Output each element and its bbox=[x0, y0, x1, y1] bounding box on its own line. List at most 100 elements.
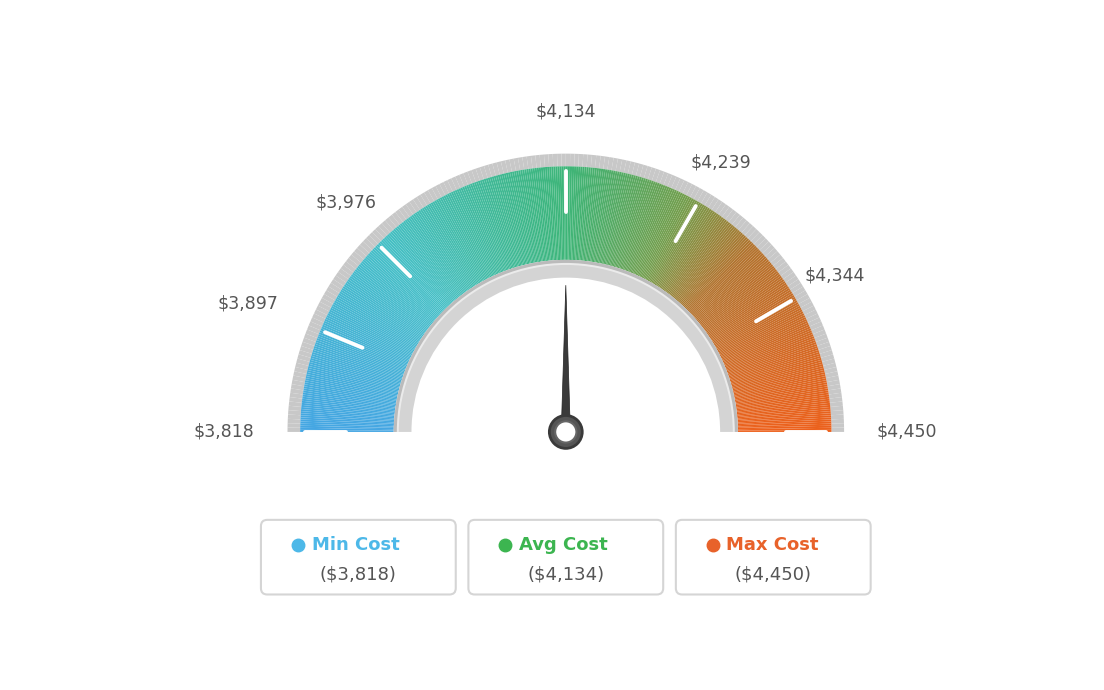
Wedge shape bbox=[637, 190, 677, 276]
Wedge shape bbox=[331, 306, 414, 351]
Wedge shape bbox=[360, 241, 372, 253]
Wedge shape bbox=[742, 223, 753, 235]
Wedge shape bbox=[691, 250, 761, 315]
Wedge shape bbox=[288, 419, 300, 424]
Wedge shape bbox=[513, 158, 520, 171]
Wedge shape bbox=[496, 175, 522, 266]
Wedge shape bbox=[655, 204, 704, 285]
Wedge shape bbox=[652, 202, 701, 284]
Wedge shape bbox=[824, 363, 837, 370]
Wedge shape bbox=[400, 224, 459, 297]
Wedge shape bbox=[343, 284, 423, 337]
Wedge shape bbox=[828, 388, 841, 395]
Text: $3,818: $3,818 bbox=[194, 423, 255, 441]
Wedge shape bbox=[694, 256, 766, 319]
Wedge shape bbox=[432, 186, 442, 199]
Wedge shape bbox=[388, 234, 452, 305]
Wedge shape bbox=[304, 391, 396, 406]
Wedge shape bbox=[349, 255, 361, 266]
Wedge shape bbox=[592, 169, 607, 262]
Wedge shape bbox=[726, 338, 815, 373]
Wedge shape bbox=[747, 229, 760, 242]
Wedge shape bbox=[287, 423, 300, 428]
Wedge shape bbox=[788, 279, 800, 290]
Wedge shape bbox=[644, 195, 688, 279]
Wedge shape bbox=[778, 265, 790, 276]
Wedge shape bbox=[317, 338, 405, 373]
Text: $4,134: $4,134 bbox=[535, 103, 596, 121]
Wedge shape bbox=[302, 395, 395, 409]
Wedge shape bbox=[498, 175, 523, 266]
Wedge shape bbox=[641, 193, 684, 278]
Wedge shape bbox=[493, 176, 520, 266]
Wedge shape bbox=[634, 188, 673, 275]
Wedge shape bbox=[420, 209, 473, 288]
Wedge shape bbox=[480, 180, 511, 269]
Wedge shape bbox=[338, 293, 420, 343]
FancyBboxPatch shape bbox=[468, 520, 664, 595]
Wedge shape bbox=[301, 407, 394, 417]
Wedge shape bbox=[724, 328, 811, 366]
Wedge shape bbox=[444, 180, 453, 193]
Wedge shape bbox=[385, 217, 396, 230]
Wedge shape bbox=[464, 186, 501, 273]
Wedge shape bbox=[360, 263, 433, 324]
Wedge shape bbox=[616, 178, 646, 268]
Wedge shape bbox=[304, 386, 396, 404]
Wedge shape bbox=[453, 190, 493, 276]
Wedge shape bbox=[689, 247, 758, 313]
Wedge shape bbox=[825, 371, 838, 378]
Wedge shape bbox=[710, 288, 790, 339]
Wedge shape bbox=[295, 363, 308, 370]
Wedge shape bbox=[413, 197, 424, 210]
Wedge shape bbox=[382, 238, 448, 308]
Wedge shape bbox=[309, 322, 322, 331]
Wedge shape bbox=[370, 252, 439, 316]
Wedge shape bbox=[425, 206, 476, 286]
Text: $4,450: $4,450 bbox=[877, 423, 937, 441]
Wedge shape bbox=[665, 215, 720, 292]
Wedge shape bbox=[516, 170, 535, 263]
Wedge shape bbox=[643, 195, 687, 279]
Wedge shape bbox=[732, 366, 824, 391]
Wedge shape bbox=[558, 166, 562, 260]
Wedge shape bbox=[627, 184, 661, 271]
Wedge shape bbox=[300, 420, 394, 425]
Wedge shape bbox=[314, 346, 403, 377]
Wedge shape bbox=[739, 220, 750, 233]
Wedge shape bbox=[708, 281, 786, 335]
Wedge shape bbox=[615, 177, 644, 268]
Wedge shape bbox=[720, 315, 805, 357]
Wedge shape bbox=[316, 306, 329, 315]
Wedge shape bbox=[428, 188, 438, 201]
Wedge shape bbox=[737, 420, 831, 425]
Wedge shape bbox=[476, 181, 509, 270]
Wedge shape bbox=[737, 426, 831, 429]
Wedge shape bbox=[302, 337, 316, 346]
Wedge shape bbox=[829, 393, 842, 399]
Wedge shape bbox=[501, 174, 526, 265]
Wedge shape bbox=[824, 367, 838, 374]
Wedge shape bbox=[737, 407, 830, 417]
Wedge shape bbox=[683, 238, 750, 308]
Wedge shape bbox=[503, 173, 527, 265]
Wedge shape bbox=[731, 359, 822, 386]
Wedge shape bbox=[722, 321, 808, 361]
Wedge shape bbox=[638, 190, 679, 276]
Wedge shape bbox=[586, 155, 592, 168]
Wedge shape bbox=[762, 245, 775, 256]
Wedge shape bbox=[365, 256, 437, 319]
Wedge shape bbox=[687, 243, 754, 310]
Wedge shape bbox=[490, 177, 518, 267]
Wedge shape bbox=[806, 313, 819, 323]
Wedge shape bbox=[337, 295, 418, 344]
Wedge shape bbox=[424, 190, 434, 204]
Wedge shape bbox=[427, 204, 477, 285]
Wedge shape bbox=[827, 380, 840, 386]
Wedge shape bbox=[436, 199, 482, 282]
Wedge shape bbox=[501, 160, 508, 174]
Wedge shape bbox=[307, 326, 320, 334]
Wedge shape bbox=[305, 378, 397, 398]
Wedge shape bbox=[327, 286, 339, 297]
Wedge shape bbox=[708, 197, 719, 210]
